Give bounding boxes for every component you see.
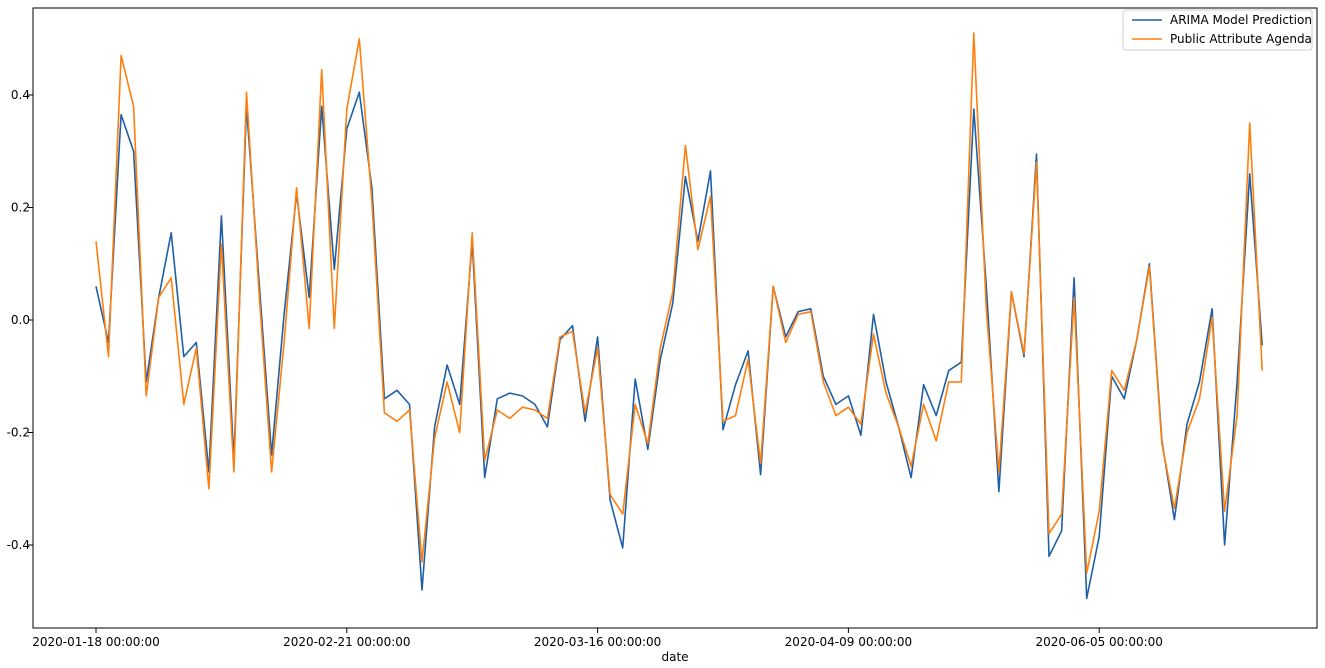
y-tick-label: 0.0 — [11, 313, 30, 327]
x-tick-label: 2020-01-18 00:00:00 — [32, 635, 159, 649]
legend-label-public: Public Attribute Agenda — [1170, 32, 1312, 46]
x-axis-label: date — [661, 650, 688, 664]
series-layer — [95, 32, 1263, 600]
y-tick-label: 0.4 — [11, 88, 30, 102]
x-tick-label: 2020-04-09 00:00:00 — [785, 635, 912, 649]
series-line-public-attribute — [95, 32, 1263, 574]
x-tick-label: 2020-06-05 00:00:00 — [1035, 635, 1162, 649]
y-tick-label: 0.2 — [11, 201, 30, 215]
legend-box — [1122, 9, 1313, 51]
x-tick-label: 2020-03-16 00:00:00 — [534, 635, 661, 649]
x-axis: 2020-01-18 00:00:00 2020-02-21 00:00:00 20… — [32, 628, 1163, 649]
x-tick-label: 2020-02-21 00:00:00 — [283, 635, 410, 649]
legend-label-arima: ARIMA Model Prediction — [1170, 13, 1312, 27]
legend: ARIMA Model Prediction Public Attribute … — [1122, 9, 1313, 51]
y-tick-label: -0.2 — [7, 426, 30, 440]
y-tick-label: -0.4 — [7, 538, 30, 552]
y-axis: -0.4 -0.2 0.0 0.2 0.4 — [7, 88, 33, 552]
